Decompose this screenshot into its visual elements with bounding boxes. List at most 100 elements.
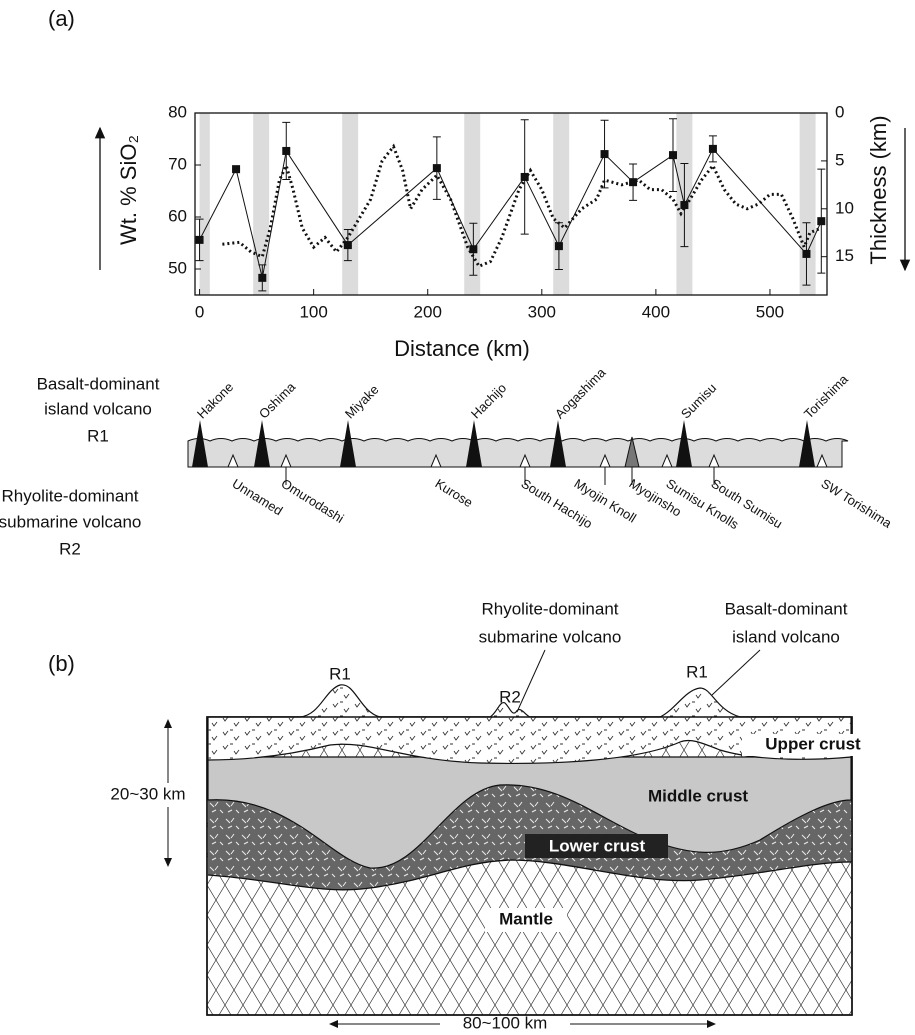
sio2-point xyxy=(282,146,291,155)
r1-label: Basalt-dominant xyxy=(37,374,160,393)
volcano-name: Hachijo xyxy=(468,380,509,421)
chart-area: 0 100 200 300 400 500 50 60 70 80 0 5 10 15 xyxy=(168,102,854,321)
callout-line xyxy=(516,649,546,713)
island-volcano xyxy=(799,420,815,467)
band xyxy=(199,113,210,295)
volcano-name: Hakone xyxy=(194,379,236,421)
y2-tick-label: 10 xyxy=(835,198,854,217)
volcano-name: Torishima xyxy=(801,371,851,421)
callout-line xyxy=(711,649,761,696)
volcano-name: Omurodashi xyxy=(279,476,347,526)
volcano-name: Aogashima xyxy=(552,364,609,421)
panel-label: (b) xyxy=(48,651,75,676)
depth-label: 20~30 km xyxy=(110,784,185,803)
r1-label: R1 xyxy=(329,664,351,683)
island-volcano xyxy=(192,420,208,467)
r2-label: submarine volcano xyxy=(0,512,141,531)
volcano-name: Miyake xyxy=(342,382,382,422)
middle-crust xyxy=(207,756,852,869)
volcano-name: Sumisu xyxy=(678,380,719,421)
y2-axis-label: Thickness (km) xyxy=(866,115,891,264)
layer-label: Mantle xyxy=(499,909,553,928)
sio2-point xyxy=(629,178,638,187)
band xyxy=(799,113,816,295)
y-tick-label: 50 xyxy=(168,258,187,277)
y2-tick-label: 5 xyxy=(835,150,844,169)
r2-label: R2 xyxy=(499,687,521,706)
volcano-name: SW Torishima xyxy=(819,476,895,531)
sio2-point xyxy=(600,150,609,159)
frame xyxy=(206,716,853,1016)
volcano-name: Kurose xyxy=(433,476,476,511)
sio2-point xyxy=(432,164,441,173)
boundary xyxy=(207,859,852,891)
band xyxy=(464,113,481,295)
x-axis-label: Distance (km) xyxy=(394,336,530,361)
layer-label: Upper crust xyxy=(765,734,861,753)
x-tick-label: 100 xyxy=(299,302,327,321)
sio2-point xyxy=(668,151,677,160)
y-tick-label: 80 xyxy=(168,102,187,121)
r1-label: R1 xyxy=(686,662,708,681)
submarine-volcano xyxy=(661,453,673,468)
label-bg xyxy=(485,908,567,932)
r2-label: Rhyolite-dominant xyxy=(1,486,138,505)
volcano-diagram: Basalt-dominant island volcano R1 Rhyoli… xyxy=(0,364,895,558)
r2-label: R2 xyxy=(59,539,81,558)
callout: Basalt-dominant xyxy=(725,599,848,618)
sio2-point xyxy=(232,165,241,174)
x-tick-label: 0 xyxy=(195,302,204,321)
island-volcano xyxy=(254,420,270,467)
plot-frame xyxy=(194,112,828,296)
island-volcano xyxy=(340,420,356,467)
band xyxy=(553,113,570,295)
sio2-point xyxy=(195,235,204,244)
island-volcano xyxy=(550,420,566,467)
y-tick-label: 70 xyxy=(168,154,187,173)
submarine-volcano xyxy=(430,453,442,468)
band xyxy=(253,113,270,295)
width-label: 80~100 km xyxy=(463,1013,548,1032)
y2-tick-label: 0 xyxy=(835,102,844,121)
island-volcano xyxy=(676,420,692,467)
cross-section: (b) R1 R2 R1 Rhyolite-dominant submarine… xyxy=(48,599,882,1032)
callout: Rhyolite-dominant xyxy=(481,599,618,618)
band xyxy=(342,113,359,295)
y-tick-label: 60 xyxy=(168,206,187,225)
sio2-point xyxy=(520,172,529,181)
label-bg xyxy=(525,834,668,858)
panel-label: (a) xyxy=(48,6,75,31)
sio2-point xyxy=(802,249,811,258)
upper-crust-texture xyxy=(208,684,851,764)
sio2-point xyxy=(680,201,689,210)
r1-label: R1 xyxy=(87,426,109,445)
x-tick-label: 400 xyxy=(642,302,670,321)
thickness-line xyxy=(222,143,822,269)
layer-label: Middle crust xyxy=(648,786,748,805)
submarine-volcano xyxy=(816,453,828,468)
callout: island volcano xyxy=(732,627,840,646)
y2-tick-label: 15 xyxy=(835,246,854,265)
sio2-point xyxy=(708,144,717,153)
submarine-volcano xyxy=(227,453,239,468)
label-bg xyxy=(100,783,200,807)
sio2-point xyxy=(554,242,563,251)
sio2-point xyxy=(258,273,267,282)
x-tick-label: 300 xyxy=(528,302,556,321)
sio2-point xyxy=(817,217,826,226)
sio2-line xyxy=(199,148,822,278)
island-volcano xyxy=(466,420,482,467)
label-bg xyxy=(742,734,882,756)
y-axis-label: Wt. % SiO₂ xyxy=(116,135,141,245)
volcano-name: Unnamed xyxy=(230,476,286,519)
x-tick-label: 500 xyxy=(756,302,784,321)
sio2-point xyxy=(469,245,478,254)
r1-label: island volcano xyxy=(44,399,152,418)
layer-label: Lower crust xyxy=(549,836,646,855)
x-tick-label: 200 xyxy=(414,302,442,321)
sio2-point xyxy=(343,241,352,250)
callout: submarine volcano xyxy=(479,627,622,646)
volcano-name: Oshima xyxy=(256,379,299,422)
